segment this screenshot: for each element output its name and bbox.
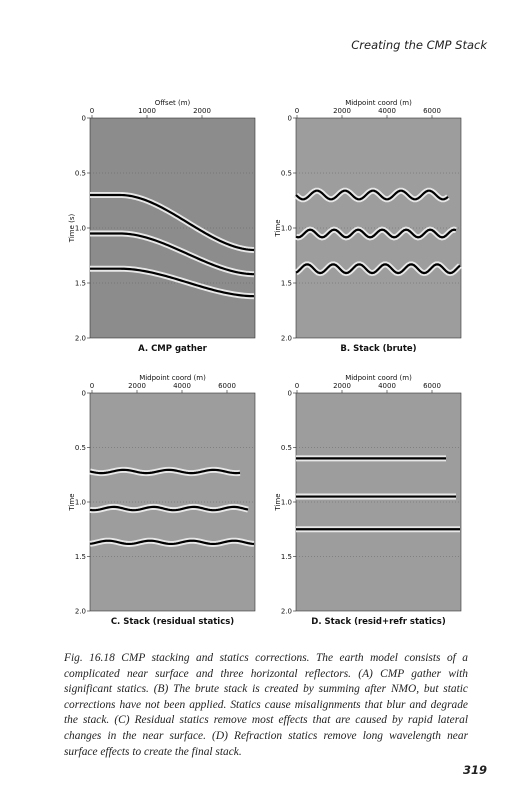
x-tick-label: 1000 — [138, 107, 156, 115]
y-tick-label: 2.0 — [281, 335, 292, 343]
y-tick-label: 2.0 — [281, 608, 292, 616]
x-axis-label: Midpoint coord (m) — [139, 374, 206, 382]
x-axis-label: Offset (m) — [155, 99, 191, 107]
reflector — [295, 263, 461, 275]
y-tick-label: 0 — [82, 115, 86, 123]
running-header: Creating the CMP Stack — [351, 38, 487, 52]
x-tick-label: 0 — [90, 382, 94, 390]
x-tick-label: 0 — [295, 107, 299, 115]
y-tick-label: 1.5 — [281, 553, 292, 561]
reflector — [90, 193, 255, 252]
y-tick-label: 1.0 — [75, 499, 86, 507]
y-tick-label: 0.5 — [75, 170, 86, 178]
y-tick-label: 1.0 — [281, 499, 292, 507]
reflector — [89, 468, 241, 475]
x-tick-label: 6000 — [423, 107, 441, 115]
y-axis-label: Time — [68, 493, 76, 511]
y-tick-label: 1.5 — [281, 280, 292, 288]
y-axis-label: Time (s) — [68, 214, 76, 244]
y-tick-label: 0 — [288, 390, 292, 398]
y-tick-label: 2.0 — [75, 608, 86, 616]
panel-caption: C. Stack (residual statics) — [111, 617, 234, 627]
reflector — [90, 232, 255, 276]
y-tick-label: 0.5 — [281, 444, 292, 452]
x-tick-label: 2000 — [333, 107, 351, 115]
x-tick-label: 4000 — [378, 107, 396, 115]
reflector — [89, 539, 255, 546]
y-tick-label: 1.5 — [75, 280, 86, 288]
x-tick-label: 2000 — [333, 382, 351, 390]
x-tick-label: 0 — [295, 382, 299, 390]
x-tick-label: 6000 — [218, 382, 236, 390]
reflector — [295, 228, 457, 239]
y-tick-label: 0.5 — [281, 170, 292, 178]
x-tick-label: 0 — [90, 107, 94, 115]
panel-caption: D. Stack (resid+refr statics) — [311, 617, 446, 627]
x-tick-label: 4000 — [378, 382, 396, 390]
x-tick-label: 2000 — [193, 107, 211, 115]
panel-caption: B. Stack (brute) — [340, 344, 416, 354]
x-axis-label: Midpoint coord (m) — [345, 374, 412, 382]
y-tick-label: 0 — [82, 390, 86, 398]
y-tick-label: 1.0 — [281, 225, 292, 233]
x-tick-label: 6000 — [423, 382, 441, 390]
y-tick-label: 1.0 — [75, 225, 86, 233]
figure-caption: Fig. 16.18 CMP stacking and statics corr… — [64, 652, 468, 758]
reflector — [295, 189, 449, 201]
page-number: 319 — [462, 763, 487, 777]
x-axis-label: Midpoint coord (m) — [345, 99, 412, 107]
reflector — [89, 505, 249, 512]
y-axis-label: Time — [274, 493, 282, 511]
panel-caption: A. CMP gather — [138, 344, 208, 354]
y-tick-label: 2.0 — [75, 335, 86, 343]
y-tick-label: 1.5 — [75, 553, 86, 561]
reflector — [90, 267, 255, 298]
y-axis-label: Time — [274, 219, 282, 237]
x-tick-label: 2000 — [128, 382, 146, 390]
y-tick-label: 0.5 — [75, 444, 86, 452]
y-tick-label: 0 — [288, 115, 292, 123]
x-tick-label: 4000 — [173, 382, 191, 390]
